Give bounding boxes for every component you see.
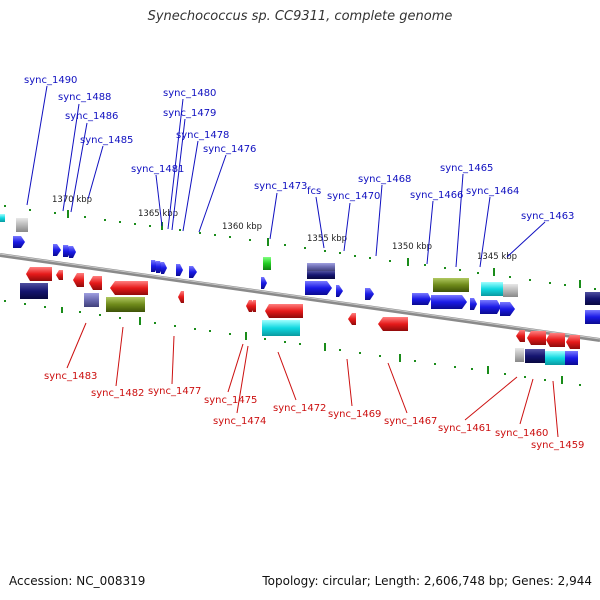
gene-arrow — [26, 267, 52, 281]
gene-label-sync-1459[interactable]: sync_1459 — [531, 440, 584, 451]
gene-arrow — [176, 264, 183, 276]
gene-label-sync-1475[interactable]: sync_1475 — [204, 395, 257, 406]
gene-arrow — [69, 246, 76, 258]
scale-label-1355: 1355 kbp — [307, 234, 347, 244]
gene-slate — [84, 293, 99, 307]
gene-arrow — [336, 285, 343, 297]
gene-label-sync-1463[interactable]: sync_1463 — [521, 211, 574, 222]
gene-navy — [525, 349, 545, 363]
topology-text: Topology: circular; Length: 2,606,748 bp… — [262, 574, 592, 588]
gene-arrow — [161, 262, 167, 274]
scale-label-1370: 1370 kbp — [52, 195, 92, 205]
gene-arrow — [412, 293, 431, 305]
gene-olive — [433, 278, 469, 292]
scale-label-1345: 1345 kbp — [477, 252, 517, 262]
gene-label-sync-1482[interactable]: sync_1482 — [91, 388, 144, 399]
gene-arrow — [516, 330, 525, 342]
gene-arrow — [189, 266, 197, 278]
gene-arrow — [246, 300, 252, 312]
gene-arrow — [480, 300, 501, 314]
gene-label-sync-1490[interactable]: sync_1490 — [24, 75, 77, 86]
gene-label-sync-1485[interactable]: sync_1485 — [80, 135, 133, 146]
gene-label-sync-1466[interactable]: sync_1466 — [410, 190, 463, 201]
gene-arrow — [89, 276, 102, 290]
gene-arrow — [546, 333, 565, 347]
gene-label-sync-1477[interactable]: sync_1477 — [148, 386, 201, 397]
gene-arrow — [365, 288, 374, 300]
lower-tick-track — [4, 300, 581, 386]
gene-navy — [20, 283, 48, 299]
accession-text: Accession: NC_008319 — [9, 574, 146, 588]
gene-blue — [565, 351, 578, 365]
gene-label-sync-1480[interactable]: sync_1480 — [163, 88, 216, 99]
forward-genes — [0, 214, 600, 324]
gene-trna — [503, 284, 518, 297]
gene-arrow — [261, 277, 267, 289]
gene-navy — [585, 292, 600, 305]
gene-arrow — [348, 313, 356, 325]
gene-arrow — [73, 273, 84, 287]
backbone-line — [0, 253, 600, 342]
gene-arrow — [566, 335, 580, 349]
upper-tick-track — [4, 205, 596, 290]
gene-navy — [307, 271, 335, 279]
gene-arrow — [527, 331, 546, 345]
gene-arrow — [178, 291, 184, 303]
scale-label-1365: 1365 kbp — [138, 209, 178, 219]
map-title: Synechococcus sp. CC9311, complete genom… — [147, 9, 453, 24]
gene-trna — [16, 218, 28, 232]
gene-cyan — [545, 351, 565, 365]
gene-cyan — [0, 214, 5, 222]
gene-label-sync-1476[interactable]: sync_1476 — [203, 144, 256, 155]
gene-label-sync-1461[interactable]: sync_1461 — [438, 423, 491, 434]
gene-label-sync-1465[interactable]: sync_1465 — [440, 163, 493, 174]
gene-arrow — [305, 281, 332, 295]
forward-leaders — [26, 85, 546, 268]
reverse-genes — [20, 267, 580, 365]
gene-label-sync-1483[interactable]: sync_1483 — [44, 371, 97, 382]
gene-label-sync-1469[interactable]: sync_1469 — [328, 409, 381, 420]
gene-arrow — [250, 300, 256, 312]
backbone-highlight — [0, 253, 600, 340]
gene-olive — [106, 297, 145, 312]
gene-label-sync-1460[interactable]: sync_1460 — [495, 428, 548, 439]
gene-cyan — [481, 282, 503, 296]
gene-arrow — [500, 302, 515, 316]
gene-arrow — [470, 298, 477, 310]
gene-green — [263, 257, 271, 270]
gene-blue — [585, 310, 600, 324]
gene-arrow — [110, 281, 148, 295]
reverse-leaders — [66, 322, 559, 438]
gene-arrow — [56, 270, 63, 280]
scale-labels: 1370 kbp 1365 kbp 1360 kbp 1355 kbp 1350… — [52, 195, 517, 262]
gene-label-sync-1464[interactable]: sync_1464 — [466, 186, 519, 197]
gene-trna — [515, 348, 524, 362]
gene-cyan — [262, 320, 300, 336]
gene-arrow — [431, 295, 467, 309]
gene-label-sync-1478[interactable]: sync_1478 — [176, 130, 229, 141]
gene-arrow — [265, 304, 303, 318]
gene-label-sync-1488[interactable]: sync_1488 — [58, 92, 111, 103]
gene-arrow — [53, 244, 61, 256]
gene-arrow — [378, 317, 408, 331]
reverse-labels: sync_1483 sync_1482 sync_1477 sync_1475 … — [44, 371, 584, 451]
gene-label-sync-1468[interactable]: sync_1468 — [358, 174, 411, 185]
gene-label-sync-1479[interactable]: sync_1479 — [163, 108, 216, 119]
forward-labels: sync_1490 sync_1488 sync_1486 sync_1485 … — [24, 75, 574, 222]
gene-label-sync-1470[interactable]: sync_1470 — [327, 191, 380, 202]
gene-slate — [307, 263, 335, 271]
gene-label-sync-1486[interactable]: sync_1486 — [65, 111, 118, 122]
scale-label-1360: 1360 kbp — [222, 222, 262, 232]
scale-label-1350: 1350 kbp — [392, 242, 432, 252]
gene-label-sync-1474[interactable]: sync_1474 — [213, 416, 266, 427]
gene-label-fcs[interactable]: fcs — [307, 186, 321, 197]
gene-label-sync-1472[interactable]: sync_1472 — [273, 403, 326, 414]
gene-label-sync-1467[interactable]: sync_1467 — [384, 416, 437, 427]
gene-label-sync-1481[interactable]: sync_1481 — [131, 164, 184, 175]
gene-arrow — [13, 236, 25, 248]
gene-label-sync-1473[interactable]: sync_1473 — [254, 181, 307, 192]
